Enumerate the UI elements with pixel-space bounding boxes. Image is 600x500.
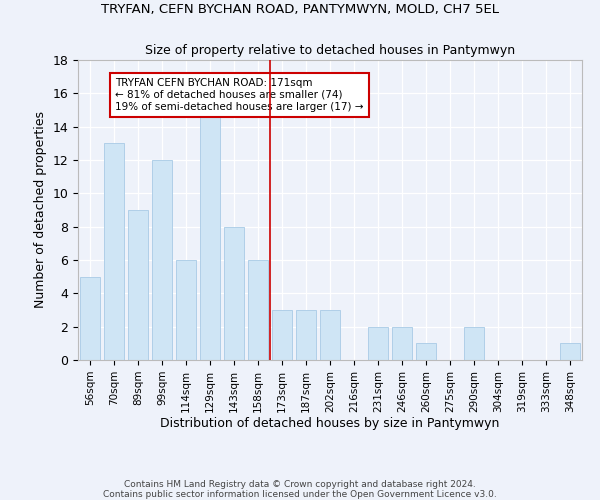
Bar <box>416 344 436 360</box>
Text: TRYFAN, CEFN BYCHAN ROAD, PANTYMWYN, MOLD, CH7 5EL: TRYFAN, CEFN BYCHAN ROAD, PANTYMWYN, MOL… <box>101 2 499 16</box>
Bar <box>560 344 580 360</box>
Title: Size of property relative to detached houses in Pantymwyn: Size of property relative to detached ho… <box>145 44 515 58</box>
Bar <box>176 260 196 360</box>
Bar <box>200 110 220 360</box>
Bar <box>368 326 388 360</box>
Bar <box>80 276 100 360</box>
Bar <box>152 160 172 360</box>
Bar <box>296 310 316 360</box>
Y-axis label: Number of detached properties: Number of detached properties <box>34 112 47 308</box>
Bar <box>464 326 484 360</box>
Text: TRYFAN CEFN BYCHAN ROAD: 171sqm
← 81% of detached houses are smaller (74)
19% of: TRYFAN CEFN BYCHAN ROAD: 171sqm ← 81% of… <box>115 78 364 112</box>
Text: Contains HM Land Registry data © Crown copyright and database right 2024.
Contai: Contains HM Land Registry data © Crown c… <box>103 480 497 499</box>
Bar <box>272 310 292 360</box>
Bar <box>392 326 412 360</box>
Bar <box>248 260 268 360</box>
Bar <box>128 210 148 360</box>
Bar <box>104 144 124 360</box>
Bar <box>320 310 340 360</box>
Bar <box>224 226 244 360</box>
X-axis label: Distribution of detached houses by size in Pantymwyn: Distribution of detached houses by size … <box>160 418 500 430</box>
